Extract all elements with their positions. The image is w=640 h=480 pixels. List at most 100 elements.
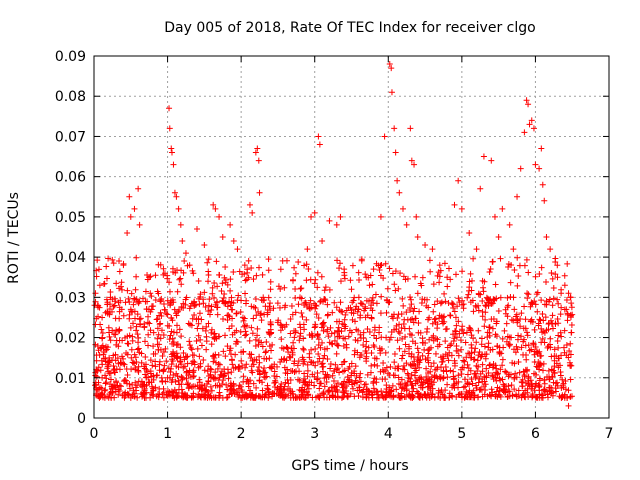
data-point [183, 368, 190, 375]
data-point [121, 361, 128, 368]
data-point [394, 314, 401, 321]
data-point [100, 345, 107, 352]
data-point [465, 291, 472, 298]
data-point [222, 353, 229, 360]
data-point [222, 279, 229, 286]
data-point [122, 299, 129, 306]
data-point [166, 323, 173, 330]
data-point [216, 271, 223, 278]
data-point [416, 394, 423, 401]
data-point [204, 259, 211, 266]
data-point [333, 350, 340, 357]
data-point [267, 278, 274, 285]
x-tick-label: 7 [605, 426, 614, 442]
data-point [341, 378, 348, 385]
data-point [489, 325, 496, 332]
data-point [340, 343, 347, 350]
data-point [169, 353, 176, 360]
data-point [261, 355, 268, 362]
data-point [499, 356, 506, 363]
data-point [266, 355, 273, 362]
data-point [533, 393, 540, 400]
data-point [101, 387, 108, 394]
data-point [561, 306, 568, 313]
data-point [506, 342, 513, 349]
data-point [195, 277, 202, 284]
data-point [92, 369, 99, 376]
data-point [541, 197, 548, 204]
data-point [214, 365, 221, 372]
data-point [139, 393, 146, 400]
data-point [178, 333, 185, 340]
data-point [169, 265, 176, 272]
data-point [554, 274, 561, 281]
data-point [475, 379, 482, 386]
data-point [430, 281, 437, 288]
data-point [456, 299, 463, 306]
data-point [495, 391, 502, 398]
data-point [147, 327, 154, 334]
data-point [401, 325, 408, 332]
data-point [304, 382, 311, 389]
data-point [210, 201, 217, 208]
data-point [222, 264, 229, 271]
data-point [370, 332, 377, 339]
data-point [394, 337, 401, 344]
data-point [407, 305, 414, 312]
data-point [209, 290, 216, 297]
data-point [216, 361, 223, 368]
data-point [144, 272, 151, 279]
data-point [444, 381, 451, 388]
data-point [531, 370, 538, 377]
data-point [285, 348, 292, 355]
data-point [554, 262, 561, 269]
data-point [93, 373, 100, 380]
data-point [215, 360, 222, 367]
data-point [220, 348, 227, 355]
data-point [415, 390, 422, 397]
data-point [252, 149, 259, 156]
data-point [455, 391, 462, 398]
data-point [407, 294, 414, 301]
data-point [434, 366, 441, 373]
data-point [305, 391, 312, 398]
data-point [549, 312, 556, 319]
data-point [107, 288, 114, 295]
data-point [536, 271, 543, 278]
data-point [543, 234, 550, 240]
data-point [254, 332, 261, 339]
data-point [281, 355, 288, 362]
data-point [459, 323, 466, 330]
data-point [382, 376, 389, 383]
data-point [313, 311, 320, 318]
data-point [502, 368, 509, 375]
data-point [358, 257, 365, 264]
data-point [360, 335, 367, 342]
data-point [561, 272, 568, 279]
data-point [219, 280, 226, 287]
data-point [122, 334, 129, 341]
data-point [343, 307, 350, 314]
data-point [174, 341, 181, 348]
data-point [107, 337, 114, 344]
data-point [452, 328, 459, 335]
data-point [135, 334, 142, 341]
data-point [135, 363, 142, 370]
data-point [295, 258, 302, 265]
data-point [360, 329, 367, 336]
data-point [155, 331, 162, 338]
data-point [147, 370, 154, 377]
data-point [529, 393, 536, 400]
data-point [103, 379, 110, 386]
data-point [291, 327, 298, 334]
data-point [353, 303, 360, 310]
data-point [495, 234, 502, 240]
data-point [126, 332, 133, 339]
data-point [120, 260, 127, 267]
data-point [145, 379, 152, 386]
data-point [410, 319, 417, 326]
data-point [451, 335, 458, 342]
data-point [460, 305, 467, 312]
data-point [208, 329, 215, 336]
data-point [503, 320, 510, 327]
